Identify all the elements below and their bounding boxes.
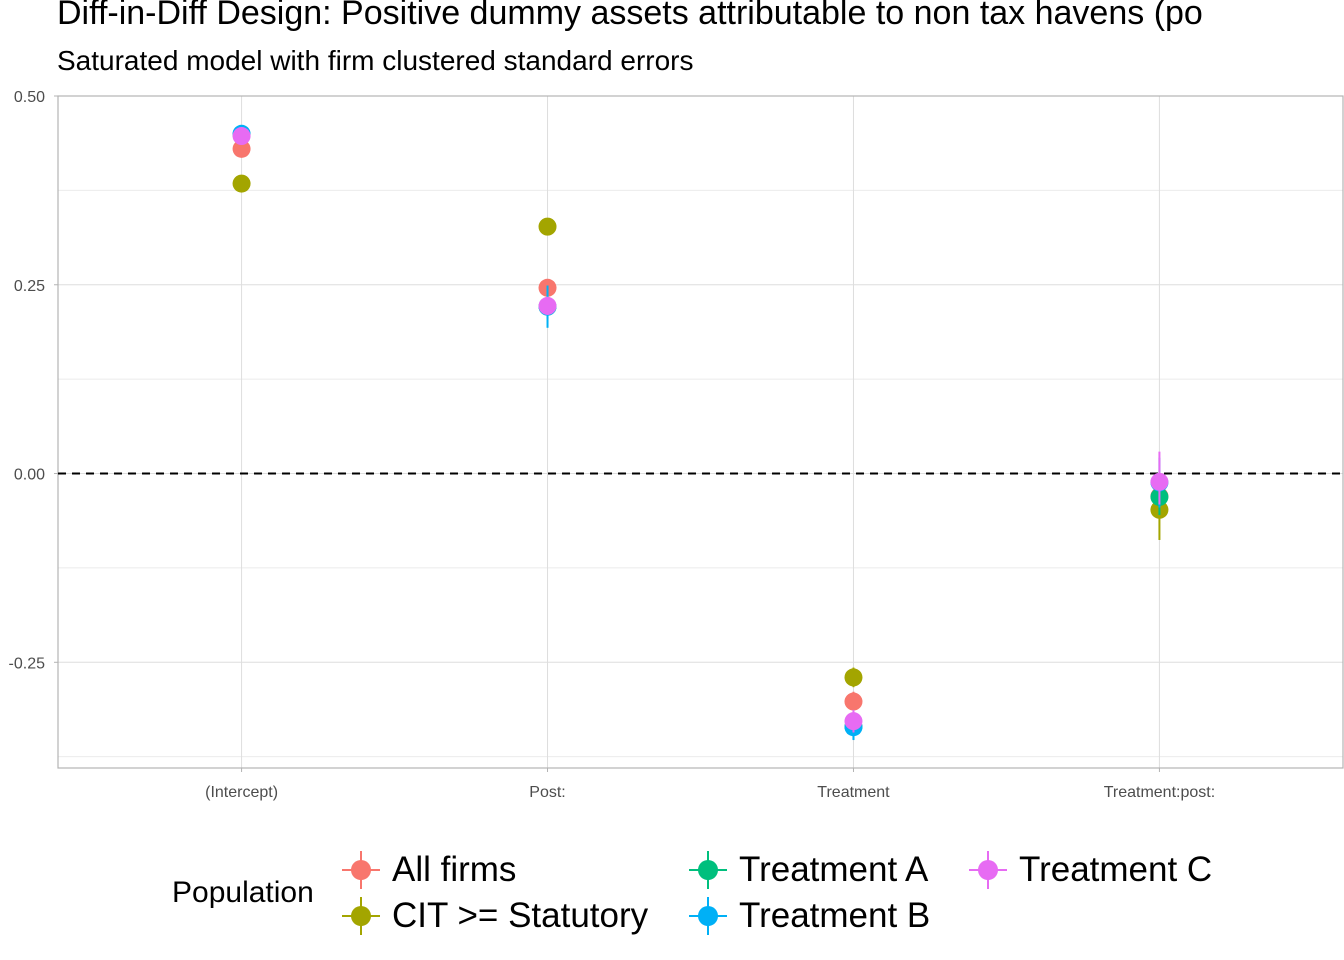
y-tick-label: 0.00 bbox=[14, 467, 45, 484]
chart-title: Diff-in-Diff Design: Positive dummy asse… bbox=[57, 0, 1203, 32]
legend-label: Treatment C bbox=[1019, 850, 1213, 889]
legend-title: Population bbox=[172, 876, 314, 909]
legend-label: Treatment A bbox=[739, 850, 929, 889]
data-point bbox=[232, 174, 251, 193]
legend-item: Treatment B bbox=[685, 893, 930, 939]
data-point bbox=[538, 217, 557, 236]
x-tick-label: Post: bbox=[529, 784, 565, 801]
legend-key-icon bbox=[685, 893, 731, 939]
legend-key-icon bbox=[338, 893, 384, 939]
y-tick-label: 0.50 bbox=[14, 89, 45, 106]
data-point bbox=[844, 712, 863, 731]
plot-area: 0.50 0.25 0.00 -0.25 (Intercept) Post: Treatme… bbox=[9, 89, 1344, 801]
x-tick-label: Treatment:post: bbox=[1104, 784, 1215, 801]
data-point bbox=[232, 127, 251, 146]
legend: Population All firms CIT >= Statutory Trea… bbox=[0, 840, 1344, 950]
y-tick-label: 0.25 bbox=[14, 278, 45, 295]
data-point bbox=[844, 692, 863, 711]
legend-item: CIT >= Statutory bbox=[338, 893, 648, 939]
y-tick-label: -0.25 bbox=[9, 655, 46, 672]
legend-key-icon bbox=[685, 847, 731, 893]
chart-subtitle: Saturated model with firm clustered stan… bbox=[57, 45, 694, 76]
legend-key-icon bbox=[338, 847, 384, 893]
x-tick-label: Treatment bbox=[817, 784, 890, 801]
x-tick-label: (Intercept) bbox=[205, 784, 278, 801]
legend-label: All firms bbox=[392, 850, 517, 889]
data-point bbox=[844, 668, 863, 687]
legend-item: Treatment C bbox=[965, 847, 1212, 893]
legend-label: CIT >= Statutory bbox=[392, 896, 649, 935]
panel-border bbox=[57, 95, 1344, 769]
legend-item: Treatment A bbox=[685, 847, 928, 893]
legend-label: Treatment B bbox=[739, 896, 931, 935]
data-point bbox=[232, 139, 251, 158]
legend-item: All firms bbox=[338, 847, 516, 893]
data-point bbox=[538, 296, 557, 315]
data-point bbox=[1150, 472, 1169, 491]
legend-key-icon bbox=[965, 847, 1011, 893]
